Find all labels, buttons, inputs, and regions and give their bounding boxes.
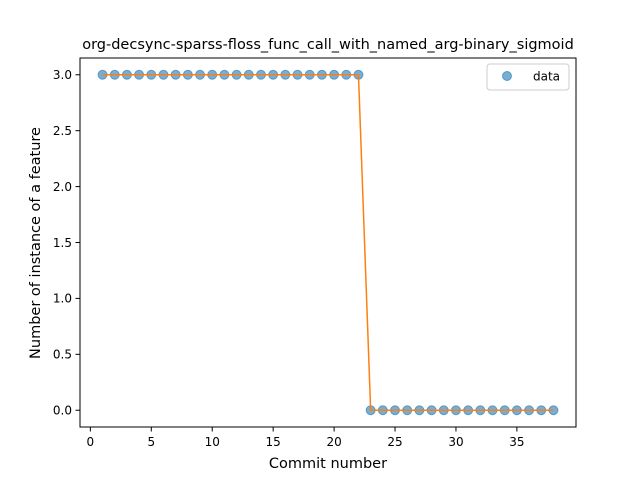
y-tick-label: 2.5 (53, 124, 72, 138)
y-tick-label: 0.5 (53, 348, 72, 362)
y-tick-label: 3.0 (53, 68, 72, 82)
x-tick-label: 20 (326, 435, 341, 449)
x-tick-label: 25 (387, 435, 402, 449)
x-tick-label: 0 (87, 435, 95, 449)
y-tick-label: 1.0 (53, 292, 72, 306)
legend-label-data: data (533, 70, 560, 84)
x-tick-label: 15 (266, 435, 281, 449)
x-tick-label: 10 (205, 435, 220, 449)
x-tick-label: 35 (509, 435, 524, 449)
legend: data (487, 64, 569, 90)
legend-marker-data (503, 72, 512, 81)
x-tick-label: 30 (448, 435, 463, 449)
y-axis-label: Number of instance of a feature (28, 127, 44, 359)
chart-title: org-decsync-sparss-floss_func_call_with_… (82, 37, 574, 53)
y-tick-label: 2.0 (53, 180, 72, 194)
y-tick-label: 0.0 (53, 404, 72, 418)
x-tick-label: 5 (147, 435, 155, 449)
x-axis-label: Commit number (269, 456, 387, 472)
y-tick-label: 1.5 (53, 236, 72, 250)
